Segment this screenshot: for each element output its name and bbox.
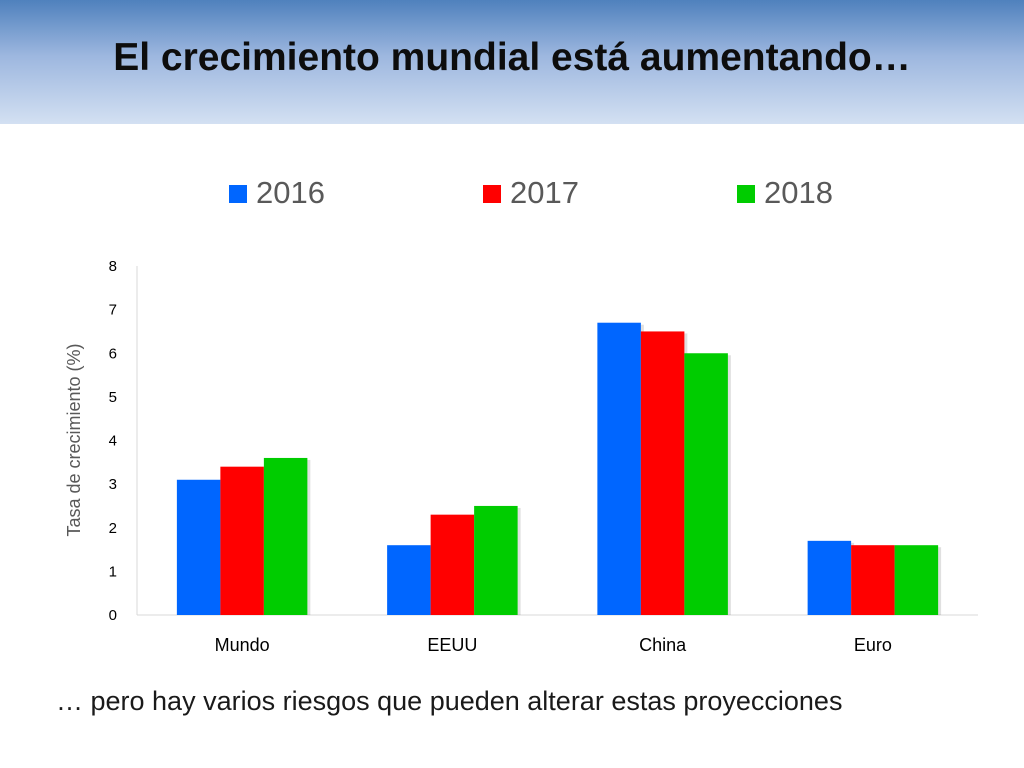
x-tick-label: Euro: [854, 635, 892, 655]
y-tick-label: 7: [109, 302, 117, 319]
legend-label-2018: 2018: [764, 175, 833, 210]
legend-swatch-2016: [229, 185, 247, 203]
x-tick-label: EEUU: [427, 635, 477, 655]
bar-2016-mundo: [176, 479, 221, 615]
slide-footer-note: … pero hay varios riesgos que pueden alt…: [56, 686, 843, 716]
y-tick-label: 5: [109, 389, 117, 406]
bar-2016-eeuu: [387, 545, 431, 615]
legend-label-2017: 2017: [510, 175, 579, 210]
y-tick-label: 3: [109, 476, 117, 493]
bar-2018-mundo: [263, 457, 308, 615]
bar-2016-china: [597, 322, 641, 615]
chart-legend: 2016 2017 2018: [0, 174, 1024, 214]
y-tick-label: 1: [109, 563, 117, 580]
y-tick-label: 8: [109, 258, 117, 275]
y-axis-title: Tasa de crecimiento (%): [64, 343, 84, 536]
legend-swatch-2017: [483, 185, 501, 203]
x-tick-label: Mundo: [215, 635, 270, 655]
y-tick-label: 6: [109, 345, 117, 362]
y-tick-label: 4: [109, 433, 117, 450]
legend-swatch-2018: [737, 185, 755, 203]
title-banner: [0, 0, 1024, 124]
bar-2017-euro: [851, 545, 895, 615]
legend-label-2016: 2016: [256, 175, 325, 210]
bar-2017-china: [640, 331, 685, 615]
bar-2017-eeuu: [430, 514, 475, 615]
bar-2017-mundo: [220, 466, 264, 615]
bar-2016-euro: [807, 540, 852, 615]
x-tick-label: China: [639, 635, 687, 655]
slide-title: El crecimiento mundial está aumentando…: [113, 36, 911, 79]
bar-2018-euro: [894, 545, 939, 615]
bar-2018-china: [684, 353, 728, 615]
y-tick-label: 2: [109, 520, 117, 537]
bar-2018-eeuu: [474, 505, 518, 615]
y-tick-label: 0: [109, 607, 117, 624]
